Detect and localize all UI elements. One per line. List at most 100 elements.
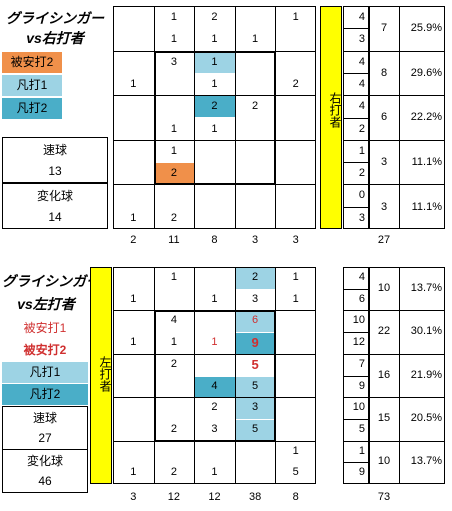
- stat-value: 46: [38, 474, 52, 488]
- grid-cell-value: [235, 51, 276, 73]
- grid-cell-value: 1: [292, 11, 299, 23]
- row-count: 12: [352, 336, 365, 349]
- grid-cell-value: [235, 140, 276, 162]
- counts-hline: [343, 418, 369, 420]
- row-total: 10: [377, 281, 391, 294]
- grid-cell-value: 1: [211, 55, 218, 68]
- grid-cell-value: 1: [130, 77, 137, 90]
- counts-hline: [343, 162, 369, 164]
- side-bar: [320, 6, 342, 229]
- grid-cell-value: [275, 51, 316, 73]
- stat-box: [2, 137, 108, 183]
- row-pct: 20.5%: [410, 412, 442, 425]
- legend-out2: 凡打2: [2, 384, 88, 405]
- grid-hline: [113, 139, 316, 141]
- grid-cell-value: 4: [211, 379, 218, 392]
- cell-fill: [195, 376, 235, 398]
- grid-hline: [113, 397, 316, 399]
- grid-cell-value: 1: [130, 292, 137, 305]
- cell-fill: [235, 268, 276, 289]
- row-count: 4: [358, 100, 365, 113]
- row-count: 3: [358, 33, 365, 46]
- col-total: 8: [211, 234, 218, 246]
- counts-hline: [343, 184, 369, 186]
- col-total: 2: [130, 234, 137, 246]
- totals-vline: [399, 267, 400, 484]
- side-bar: [90, 267, 112, 484]
- row-total: 22: [377, 325, 391, 338]
- counts-hline: [343, 139, 369, 141]
- row-pct: 25.9%: [410, 22, 442, 35]
- counts-hline: [343, 332, 369, 334]
- row-pct: 21.9%: [410, 368, 442, 381]
- grid-cell-value: [113, 162, 154, 184]
- grid-cell-value: [113, 6, 154, 28]
- totals-hline: [369, 50, 445, 52]
- grid-cell-value: [275, 310, 316, 332]
- stat-label: 速球: [32, 411, 57, 425]
- row-count: 6: [358, 292, 365, 305]
- strike-zone: [153, 50, 277, 186]
- row-count: 4: [358, 271, 365, 283]
- legend-hit1: 被安打1: [23, 321, 67, 335]
- grid-cell-value: 2: [252, 271, 259, 283]
- strike-zone: [153, 310, 277, 442]
- side-label: 左打者: [98, 356, 112, 392]
- stat-value: 27: [38, 431, 52, 445]
- cell-fill: [235, 419, 276, 441]
- row-count: 7: [358, 357, 365, 370]
- counts-hline: [343, 50, 369, 52]
- grid-cell-value: [113, 419, 154, 441]
- grid-cell-value: 3: [211, 422, 218, 435]
- grid-cell-value: [113, 354, 154, 376]
- side-label: 右打者: [328, 92, 342, 128]
- counts-hline: [343, 206, 369, 208]
- stat-box: [2, 183, 108, 229]
- grid-cell-value: [113, 267, 154, 289]
- grid-cell-value: 3: [252, 292, 259, 305]
- grid-cell-value: 1: [130, 466, 137, 479]
- grid-cell-value: [113, 184, 154, 206]
- grid-cell-value: 4: [170, 314, 177, 327]
- grid-cell-value: [113, 310, 154, 332]
- grid-cell-value: 1: [211, 292, 218, 305]
- grid-cell-value: 6: [252, 314, 259, 327]
- grand-total: 27: [377, 234, 391, 246]
- legend-item: 凡打1: [2, 75, 62, 96]
- counts-hline: [343, 28, 369, 30]
- grid-cell-value: 5: [252, 422, 259, 435]
- row-count: 0: [358, 189, 365, 202]
- grid-cell-value: 2: [211, 100, 218, 113]
- grid-hline: [113, 353, 316, 355]
- grid-vline: [234, 6, 236, 229]
- grid-cell-value: [275, 332, 316, 354]
- totals-frame: [369, 6, 445, 229]
- grid-cell-value: [154, 289, 195, 311]
- row-count: 3: [358, 211, 365, 224]
- grid-cell-value: [275, 118, 316, 140]
- grid-cell-value: 1: [170, 336, 177, 349]
- grid-cell-value: [275, 419, 316, 441]
- grid-cell-value: [154, 376, 195, 398]
- row-total: 6: [380, 111, 388, 124]
- grid-cell-value: [154, 397, 195, 419]
- col-total: 12: [208, 491, 221, 503]
- grid-cell-value: [154, 73, 195, 95]
- grid-cell-value: [154, 95, 195, 117]
- grid-cell-value: [113, 95, 154, 117]
- legend-item: 凡打2: [2, 98, 62, 119]
- grid-cell-value: [154, 441, 195, 463]
- totals-vline: [399, 6, 400, 229]
- grid-frame: [113, 267, 316, 484]
- row-total: 3: [380, 155, 388, 168]
- grid-cell-value: 1: [170, 122, 177, 135]
- col-total: 12: [167, 491, 181, 503]
- row-pct: 29.6%: [410, 66, 442, 79]
- grid-cell-value: 2: [170, 211, 177, 224]
- grid-cell-value: 3: [170, 55, 177, 68]
- cell-fill: [154, 163, 195, 185]
- col-total: 3: [292, 234, 299, 246]
- grid-cell-value: [194, 441, 235, 463]
- grid-cell-value: 2: [292, 77, 299, 90]
- grid-cell-value: 1: [211, 33, 218, 46]
